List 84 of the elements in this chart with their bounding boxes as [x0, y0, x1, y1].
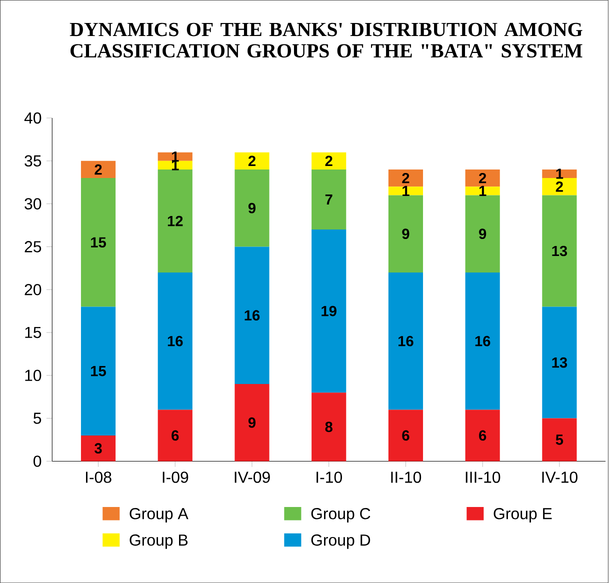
bar [80, 178, 116, 307]
data-label: 16 [244, 310, 260, 320]
data-label: 6 [402, 430, 410, 441]
bar [388, 272, 424, 410]
bar [542, 418, 577, 462]
bar [542, 169, 577, 178]
x-tick-label: I-08 [86, 472, 112, 483]
y-tick-label: 40 [24, 112, 42, 124]
x-tick-label: I-10 [316, 472, 342, 483]
legend-label: Group B [130, 534, 188, 549]
legend-label: Group E [494, 508, 552, 522]
data-label: 9 [479, 228, 486, 239]
bar [312, 229, 346, 392]
chart-title: DYNAMICS OF THE BANKS' DISTRIBUTION AMONG CLASSIFICATION GROUPS OF THE "BATA" SYSTEM [70, 22, 582, 58]
data-label: 13 [552, 246, 568, 256]
data-label: 7 [325, 194, 332, 204]
bar [80, 435, 116, 462]
data-label: 16 [398, 336, 414, 346]
bar [80, 306, 116, 436]
bar [234, 246, 270, 384]
data-label: 1 [556, 168, 564, 179]
y-tick-label: 30 [24, 198, 42, 210]
bar [388, 195, 424, 272]
x-tick-label: I-09 [162, 472, 188, 483]
bar [312, 169, 346, 230]
bar [234, 384, 270, 462]
bar [158, 160, 192, 170]
data-label: 6 [172, 430, 179, 441]
bar [158, 272, 192, 410]
data-label: 8 [325, 422, 332, 432]
bar [542, 178, 577, 196]
x-tick-label: IV-10 [542, 472, 578, 483]
bar [465, 186, 500, 196]
y-tick-label: 15 [25, 326, 42, 338]
bar [158, 152, 192, 161]
data-label: 15 [91, 366, 106, 376]
y-tick-label: 25 [24, 240, 42, 252]
data-label: 2 [325, 156, 332, 166]
bar [158, 410, 192, 462]
bar [158, 169, 192, 272]
bar [80, 160, 116, 178]
data-label: 6 [479, 430, 486, 441]
legend-label: Group A [130, 508, 188, 522]
bar [312, 392, 346, 462]
legend-label: Group C [311, 508, 370, 522]
data-label: 19 [322, 306, 336, 316]
data-label: 9 [402, 228, 410, 239]
bar [465, 272, 500, 410]
data-label: 1 [479, 186, 486, 196]
bar [542, 195, 577, 307]
bar [465, 410, 500, 462]
data-label: 2 [556, 181, 563, 192]
y-tick-label: 20 [24, 284, 42, 296]
bar [542, 306, 577, 418]
bar [388, 410, 424, 462]
data-label: 2 [248, 156, 256, 166]
data-label: 12 [168, 216, 183, 226]
bar [465, 169, 500, 187]
data-label: 1 [402, 186, 410, 196]
bar [465, 195, 500, 272]
data-label: 15 [91, 237, 106, 248]
bar [234, 169, 270, 247]
data-label: 2 [479, 172, 486, 184]
bar [312, 152, 346, 170]
data-label: 9 [248, 202, 256, 214]
data-label: 9 [248, 417, 256, 428]
legend-label: Group D [311, 534, 370, 549]
data-label: 16 [168, 336, 183, 346]
y-tick-label: 0 [34, 455, 42, 467]
x-tick-label: III-10 [466, 472, 500, 483]
data-label: 16 [475, 336, 490, 346]
data-label: 2 [402, 172, 410, 184]
x-tick-label: IV-09 [234, 472, 270, 483]
y-tick-label: 10 [25, 370, 42, 381]
y-tick-label: 35 [24, 155, 42, 166]
data-label: 2 [94, 164, 102, 174]
data-label: 5 [556, 434, 564, 445]
bar [388, 186, 424, 196]
bar [388, 169, 424, 187]
bar [234, 152, 270, 170]
y-tick-label: 5 [34, 412, 42, 424]
x-tick-label: II-10 [391, 472, 422, 483]
data-label: 3 [94, 443, 102, 454]
data-label: 13 [552, 357, 568, 368]
